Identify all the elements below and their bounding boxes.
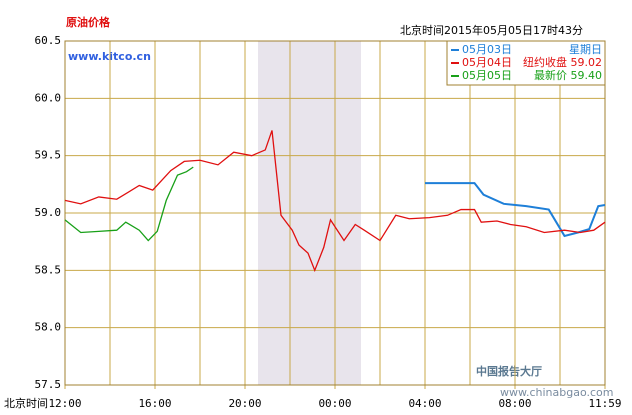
y-tick-label: 57.5 [35, 378, 62, 391]
legend-box [446, 40, 606, 86]
series-line [64, 166, 194, 242]
watermark: 中国报告大厅 [476, 364, 542, 378]
y-tick-label: 58.5 [35, 263, 62, 276]
x-tick-label: 20:00 [228, 397, 261, 410]
legend-label: 05月03日 [462, 43, 512, 56]
legend-note: 最新价 59.40 [534, 68, 602, 82]
x-tick-label: 11:59 [588, 397, 621, 410]
series-line [425, 182, 606, 238]
y-tick-label: 58.0 [35, 321, 62, 334]
y-tick-label: 60.0 [35, 91, 62, 104]
legend-note: 星期日 [569, 43, 602, 56]
subtitle: 北京时间2015年05月05日17时43分 [400, 23, 583, 37]
series-line [64, 130, 606, 273]
x-tick-label: 04:00 [408, 397, 441, 410]
chart-title: 原油价格 [66, 15, 111, 29]
x-tick-label: 12:00 [48, 397, 81, 410]
y-tick-label: 59.5 [35, 149, 62, 162]
x-axis-label: 北京时间 [4, 396, 48, 410]
legend-note: 纽约收盘 59.02 [523, 55, 602, 69]
legend-label: 05月04日 [462, 56, 512, 69]
watermark-url: www.chinabgao.com [500, 386, 614, 399]
legend-label: 05月05日 [462, 69, 512, 82]
x-tick-label: 00:00 [318, 397, 351, 410]
x-tick-label: 08:00 [498, 397, 531, 410]
plot-border [64, 40, 606, 386]
y-tick-label: 59.0 [35, 206, 62, 219]
x-tick-label: 16:00 [138, 397, 171, 410]
source: www.kitco.cn [68, 50, 151, 63]
y-tick-label: 60.5 [35, 34, 62, 47]
